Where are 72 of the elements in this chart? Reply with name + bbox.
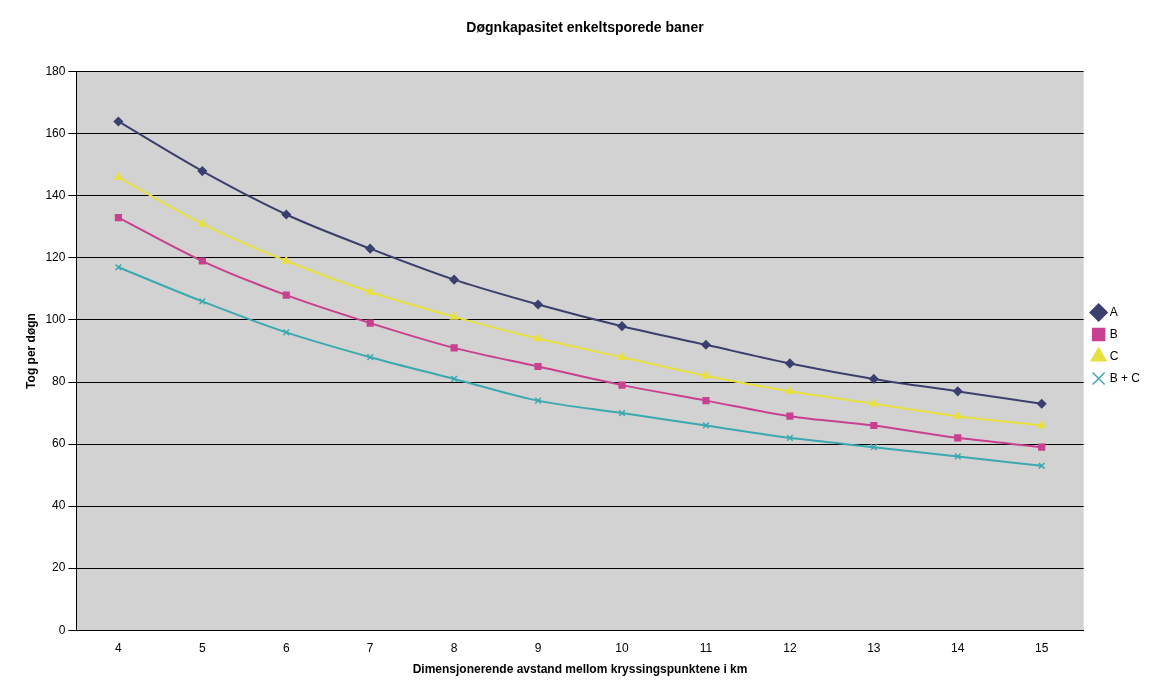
legend-label: B: [1109, 326, 1118, 341]
legend-label: C: [1109, 348, 1119, 363]
point: [953, 411, 962, 419]
point: [870, 443, 878, 451]
point: [197, 166, 208, 176]
x-tick-label: 13: [867, 640, 881, 655]
y-tick-label: 0: [58, 622, 66, 637]
point: [366, 353, 374, 361]
x-tick-label: 11: [699, 640, 713, 655]
point: [786, 434, 794, 442]
point: [786, 412, 794, 420]
y-tick-label: 60: [52, 436, 66, 451]
point: [785, 386, 795, 395]
point: [198, 297, 206, 305]
point: [449, 312, 459, 320]
point: [365, 243, 375, 254]
y-tick-label: 140: [45, 188, 66, 203]
point: [450, 375, 458, 383]
point: [870, 421, 878, 430]
point: [114, 172, 123, 181]
y-tick-label: 20: [52, 560, 66, 575]
point: [701, 371, 711, 379]
point: [281, 209, 292, 220]
point: [953, 386, 963, 397]
chart-title: Døgnkapasitet enkeltsporede baner: [466, 19, 705, 36]
point: [701, 340, 711, 350]
x-tick-label: 14: [951, 640, 965, 655]
point: [869, 374, 879, 384]
point: [533, 299, 543, 310]
point: [533, 333, 543, 342]
point: [198, 219, 207, 227]
x-axis-title: Dimensjonerende avstand mellom kryssingspunktene i km: [412, 662, 748, 677]
y-tick-label: 180: [45, 64, 66, 79]
point: [1037, 420, 1046, 429]
y-tick-label: 40: [52, 498, 66, 513]
point: [1038, 443, 1046, 451]
y-axis-title: Tog per døgn: [23, 313, 38, 389]
point: [198, 257, 206, 265]
point: [114, 214, 122, 222]
legend-label: B + C: [1109, 370, 1141, 385]
x-tick-label: 9: [534, 640, 542, 655]
point: [534, 362, 542, 371]
point: [618, 409, 626, 417]
point: [617, 321, 627, 331]
point: [954, 434, 962, 442]
point: [450, 344, 458, 352]
y-tick-label: 100: [45, 312, 66, 327]
x-tick-label: 8: [450, 640, 458, 655]
legend-label: A: [1109, 304, 1118, 319]
y-tick-label: 80: [52, 374, 66, 389]
point: [282, 256, 291, 264]
x-tick-label: 10: [615, 640, 629, 655]
point: [785, 358, 795, 369]
point: [366, 319, 374, 327]
point: [282, 291, 290, 299]
x-tick-label: 6: [282, 640, 290, 655]
x-tick-label: 5: [198, 640, 206, 655]
x-tick-label: 12: [783, 640, 797, 655]
y-tick-label: 120: [45, 250, 66, 265]
y-tick-label: 160: [45, 126, 66, 141]
point: [449, 274, 459, 285]
point: [869, 398, 879, 407]
point: [702, 397, 710, 405]
point: [365, 287, 375, 295]
point: [1036, 398, 1047, 409]
x-tick-label: 4: [115, 640, 123, 655]
point: [702, 421, 710, 430]
point: [617, 352, 627, 360]
x-tick-label: 7: [366, 640, 374, 655]
x-tick-label: 15: [1035, 640, 1049, 655]
point: [113, 116, 124, 127]
point: [618, 381, 626, 389]
